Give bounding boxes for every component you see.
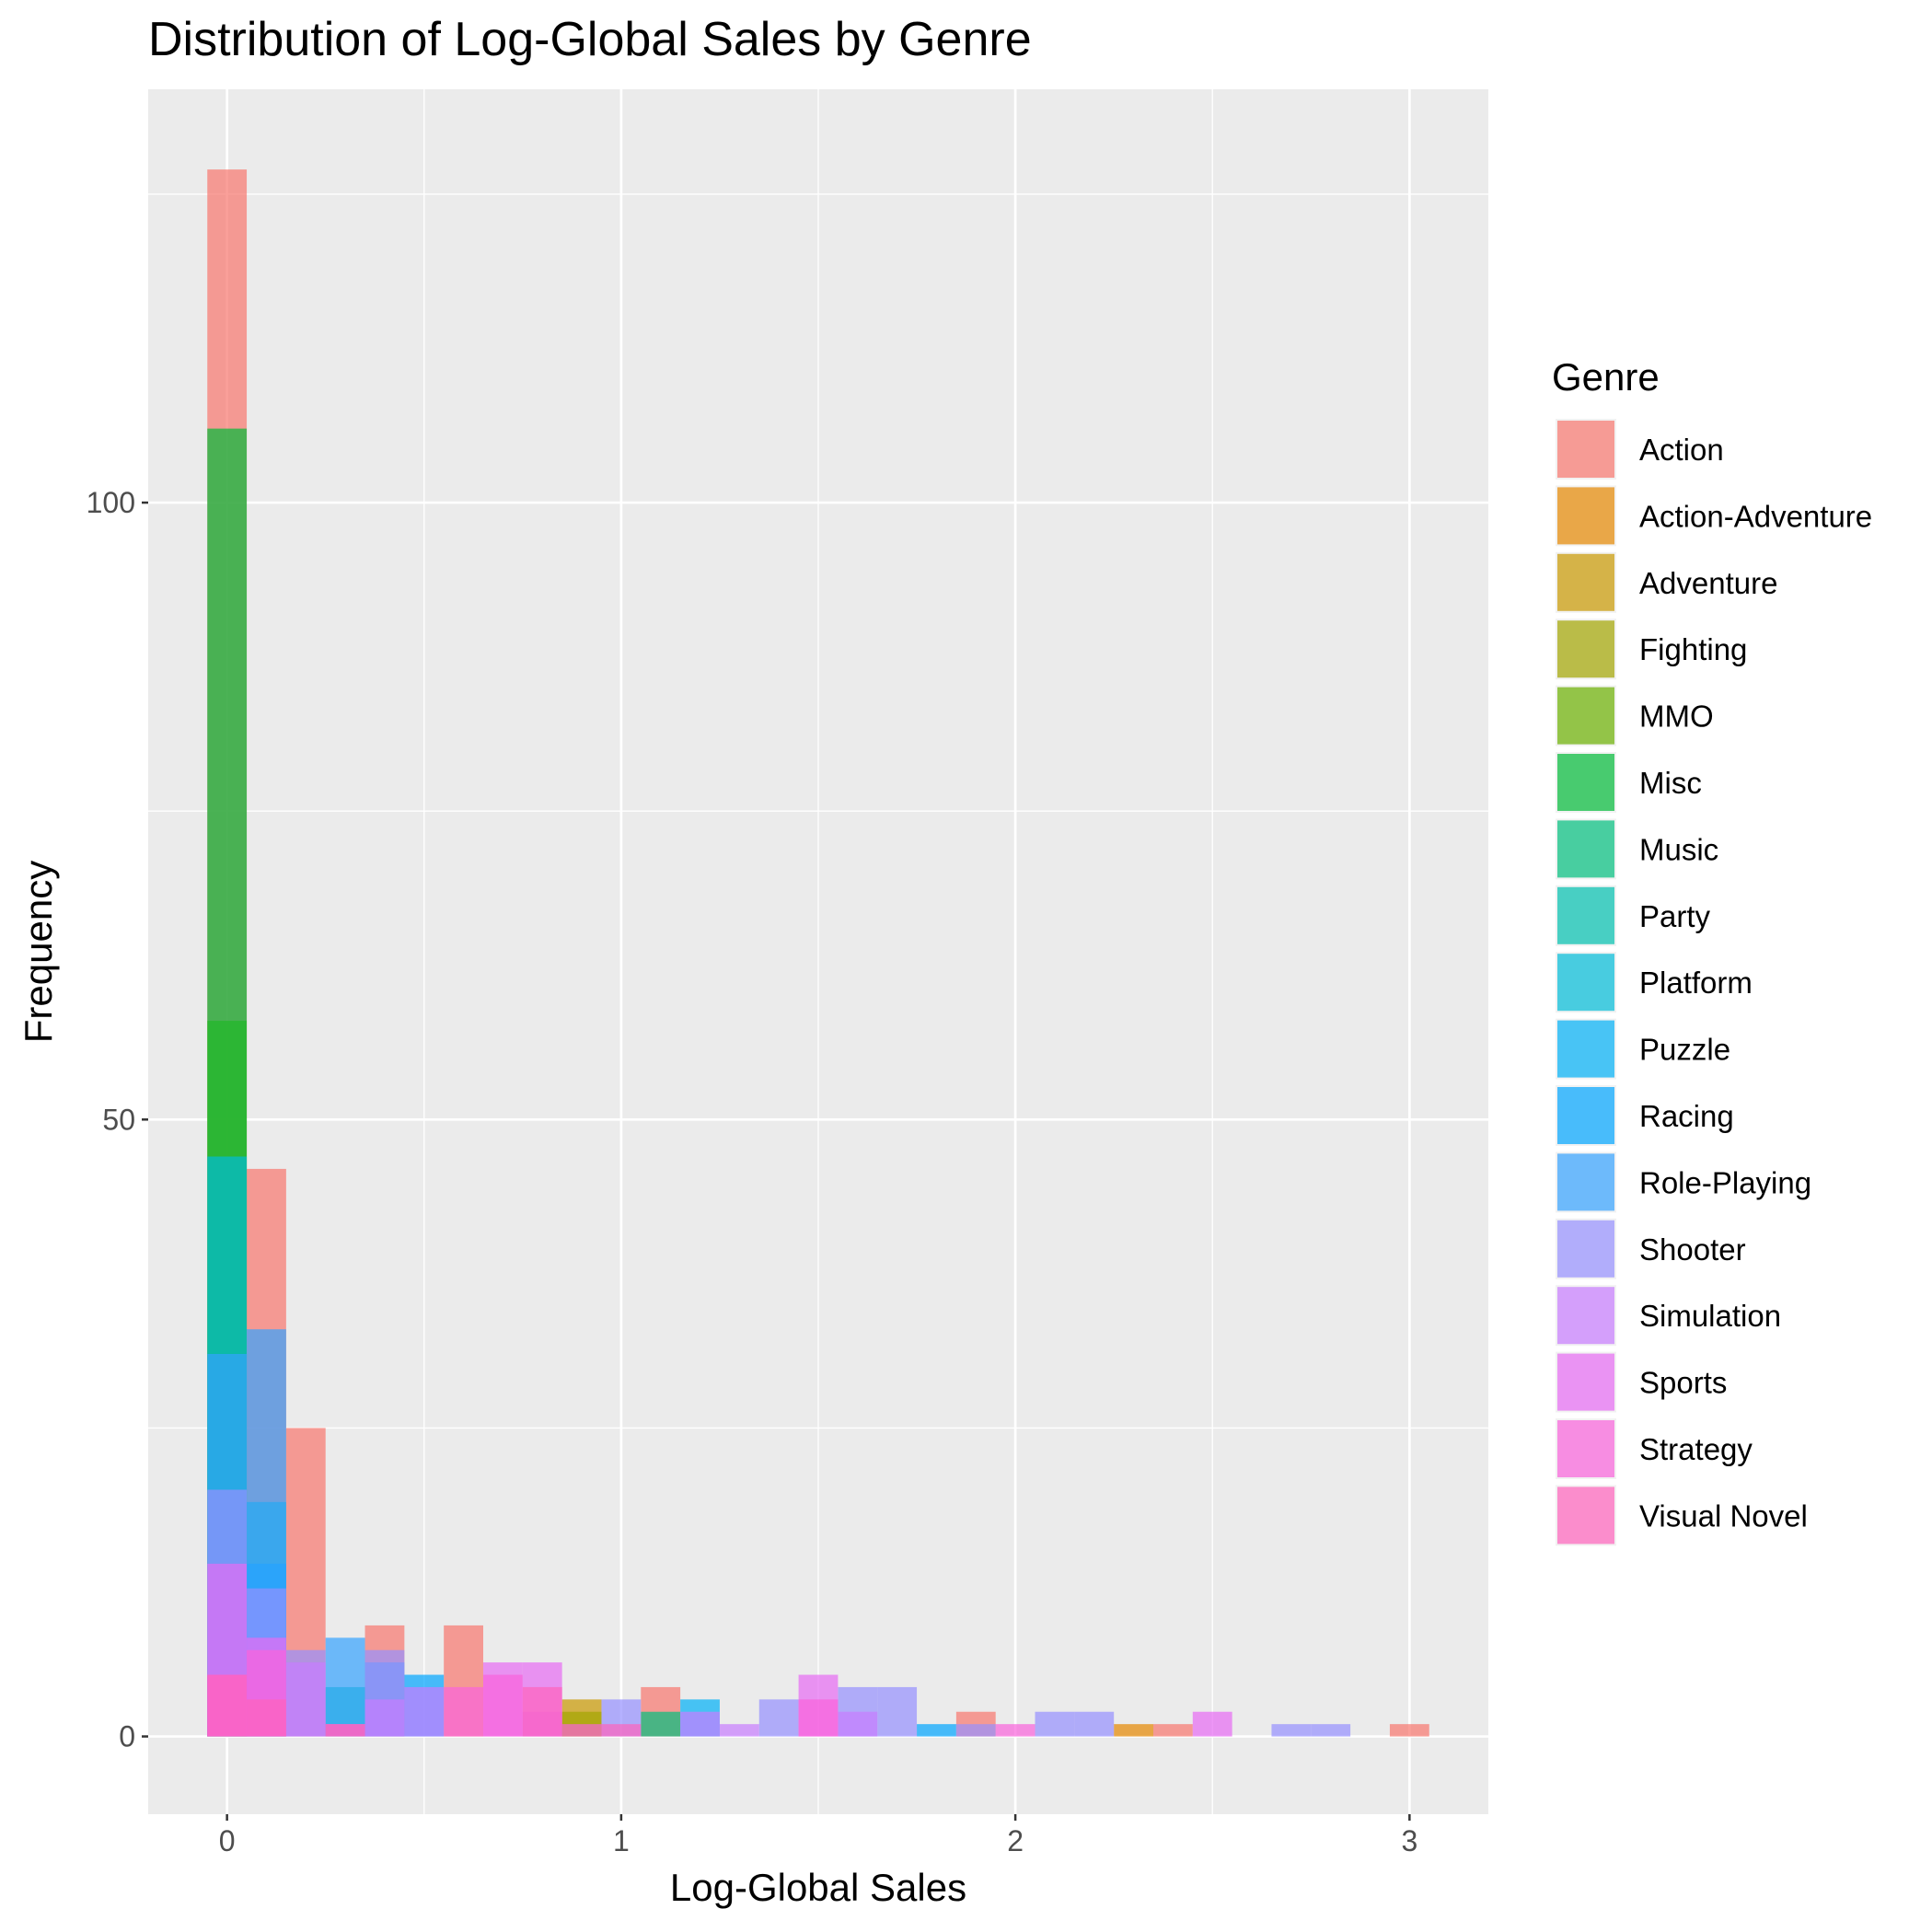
legend-label: Racing — [1639, 1099, 1734, 1133]
legend-swatch — [1557, 754, 1614, 811]
bar-visual-novel — [601, 1724, 642, 1737]
bar-shooter — [1035, 1711, 1075, 1737]
legend-swatch — [1557, 1087, 1614, 1144]
legend-swatch — [1557, 1487, 1614, 1544]
x-axis: 0 1 2 3 — [219, 1814, 1417, 1857]
chart-title: Distribution of Log-Global Sales by Genr… — [148, 13, 1032, 66]
x-tick-label: 2 — [1007, 1824, 1024, 1857]
bar-simulation — [285, 1662, 326, 1737]
minor-gridlines — [148, 89, 1488, 1814]
legend-swatch — [1557, 620, 1614, 678]
bar-shooter — [1311, 1724, 1351, 1737]
bar-shooter — [877, 1686, 918, 1737]
bar-visual-novel — [522, 1686, 562, 1737]
legend-label: Platform — [1639, 966, 1753, 1000]
legend-label: Misc — [1639, 766, 1702, 800]
legend-swatch — [1557, 954, 1614, 1012]
legend-label: Shooter — [1639, 1232, 1746, 1267]
x-tick-label: 0 — [219, 1824, 236, 1857]
bar-sports — [1192, 1711, 1232, 1737]
legend-label: Adventure — [1639, 566, 1777, 600]
bar-strategy — [798, 1699, 839, 1737]
legend-label: Strategy — [1639, 1432, 1753, 1466]
legend-swatch — [1557, 1020, 1614, 1078]
bar-simulation — [838, 1711, 878, 1737]
legend-label: Role-Playing — [1639, 1165, 1811, 1199]
legend: Genre Action Action-Adventure Adventure Fig… — [1552, 355, 1872, 1546]
bar-action-adventure — [1114, 1724, 1153, 1737]
legend-swatch — [1557, 1220, 1614, 1278]
bar-music — [641, 1711, 681, 1737]
legend-swatch — [1557, 820, 1614, 878]
legend-label: Party — [1639, 899, 1711, 933]
legend-swatch — [1557, 487, 1614, 545]
bar-simulation — [404, 1686, 445, 1737]
bar-action — [1153, 1724, 1193, 1737]
y-tick-label: 0 — [119, 1720, 135, 1753]
histogram-bars — [207, 169, 1429, 1737]
legend-label: MMO — [1639, 700, 1714, 734]
bar-visual-novel — [247, 1699, 286, 1737]
bar-action — [1389, 1724, 1429, 1737]
bar-strategy — [444, 1686, 483, 1737]
legend-swatch — [1557, 553, 1614, 611]
legend-swatch — [1557, 1420, 1614, 1477]
y-tick-label: 50 — [102, 1103, 135, 1136]
legend-label: Puzzle — [1639, 1033, 1730, 1067]
bar-shooter — [1074, 1711, 1115, 1737]
legend-label: Action-Adventure — [1639, 499, 1872, 533]
x-tick-label: 1 — [613, 1824, 630, 1857]
bar-visual-novel — [207, 1674, 248, 1737]
bar-racing — [917, 1724, 956, 1737]
y-axis: 0 50 100 — [87, 486, 148, 1753]
legend-label: Fighting — [1639, 632, 1747, 666]
legend-swatch — [1557, 886, 1614, 944]
legend-label: Sports — [1639, 1366, 1727, 1400]
y-axis-title: Frequency — [17, 861, 60, 1043]
bar-shooter — [758, 1699, 799, 1737]
legend-swatch — [1557, 687, 1614, 745]
x-tick-label: 3 — [1401, 1824, 1417, 1857]
bar-shooter — [1271, 1724, 1312, 1737]
x-axis-title: Log-Global Sales — [670, 1866, 966, 1909]
bar-role-playing — [325, 1637, 365, 1737]
legend-label: Music — [1639, 832, 1718, 866]
legend-label: Simulation — [1639, 1299, 1781, 1333]
bar-strategy — [483, 1674, 523, 1737]
bar-strategy — [995, 1724, 1035, 1737]
bar-shooter — [955, 1724, 996, 1737]
legend-swatch — [1557, 1287, 1614, 1345]
legend-swatch — [1557, 1153, 1614, 1211]
bar-visual-novel — [325, 1724, 365, 1737]
legend-title: Genre — [1552, 355, 1660, 399]
legend-swatch — [1557, 421, 1614, 478]
y-tick-label: 100 — [87, 486, 135, 519]
legend-swatch — [1557, 1353, 1614, 1411]
bar-simulation — [364, 1699, 405, 1737]
legend-label: Visual Novel — [1639, 1498, 1808, 1533]
bar-simulation — [719, 1724, 759, 1737]
legend-label: Action — [1639, 433, 1724, 467]
bar-strategy — [561, 1724, 602, 1737]
bar-simulation — [680, 1711, 720, 1737]
